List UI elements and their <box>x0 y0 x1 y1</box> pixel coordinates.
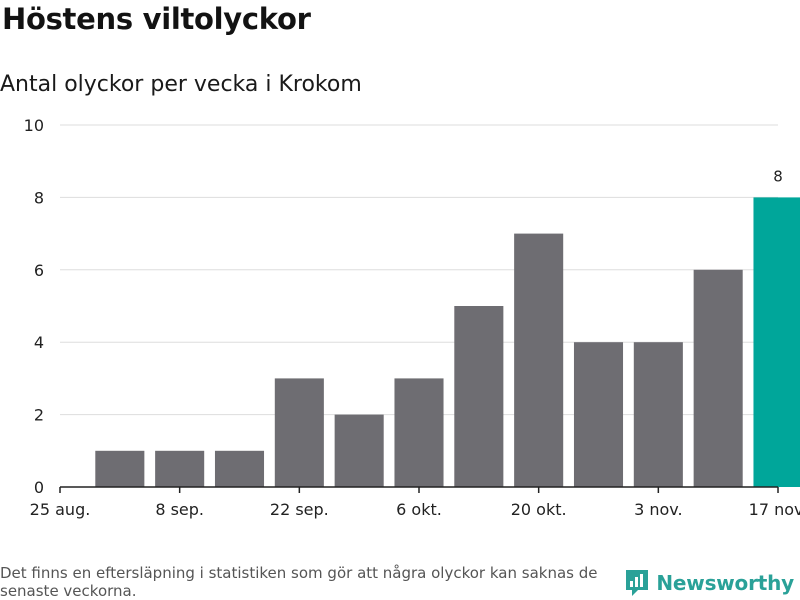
chart-subtitle: Antal olyckor per vecka i Krokom <box>0 72 362 97</box>
bar <box>693 269 743 487</box>
bar <box>214 450 265 487</box>
brand-name: Newsworthy <box>656 571 794 595</box>
bar <box>95 450 145 487</box>
bar <box>633 342 683 487</box>
y-tick-label: 0 <box>34 478 44 497</box>
x-tick-label: 3 nov. <box>634 500 683 519</box>
bar <box>394 378 444 487</box>
chart-title: Höstens viltolyckor <box>2 2 311 36</box>
newsworthy-logo-icon <box>626 570 649 596</box>
bar-chart: 0 2 4 6 8 10 8 25 aug. 8 sep. 22 sep. 6 okt. 20 okt… <box>24 116 800 519</box>
y-tick-label: 6 <box>34 261 44 280</box>
x-tick-label: 17 nov. <box>749 500 800 519</box>
bar <box>454 306 504 487</box>
x-tick-label: 6 okt. <box>396 500 442 519</box>
x-tick-label: 8 sep. <box>155 500 204 519</box>
bar <box>334 414 384 487</box>
bar <box>155 450 205 487</box>
x-tick-label: 25 aug. <box>30 500 91 519</box>
y-tick-label: 4 <box>34 333 44 352</box>
bar <box>514 233 564 487</box>
data-label: 8 <box>773 167 783 185</box>
x-tick-label: 22 sep. <box>270 500 329 519</box>
bar <box>573 342 624 487</box>
y-tick-label: 8 <box>34 188 44 207</box>
x-tick-label: 20 okt. <box>511 500 567 519</box>
bar <box>753 197 800 487</box>
footnote: Det finns en eftersläpning i statistiken… <box>0 564 598 600</box>
bar <box>274 378 324 487</box>
y-tick-label: 2 <box>34 406 44 425</box>
brand-logo[interactable]: Newsworthy <box>624 568 794 598</box>
y-tick-label: 10 <box>24 116 44 135</box>
